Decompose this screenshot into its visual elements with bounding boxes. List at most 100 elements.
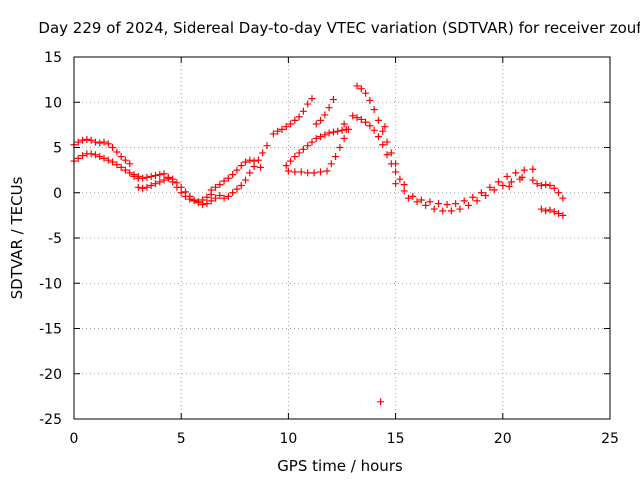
data-point [229,189,237,197]
data-point [344,125,352,133]
series-arc-late [529,176,567,202]
data-point [87,150,95,158]
data-point [349,112,357,120]
series-arc-late-lower [537,205,567,219]
series-arc-midday-upper [269,95,337,138]
data-point [379,127,387,135]
data-point [121,166,129,174]
data-point [317,168,325,176]
data-point [381,123,389,131]
data-point [181,188,189,196]
data-point [357,115,365,123]
data-point [224,192,232,200]
data-point [529,165,537,173]
series-arc-evening-lower [404,175,524,215]
data-point [284,167,292,175]
data-point [87,136,95,144]
y-tick-label: -25 [39,412,62,428]
series-arc-afternoon-peak [353,82,400,168]
data-point [139,174,147,182]
data-point [477,189,485,197]
x-tick-label: 10 [279,431,297,447]
x-tick-label: 20 [494,431,512,447]
data-point [340,134,348,142]
data-point [387,160,395,168]
data-point [495,178,503,186]
data-point [409,192,417,200]
data-point [334,127,342,135]
series-arc-evening-main [392,165,537,209]
data-point [338,126,346,134]
series-arc-lower-early [70,150,142,180]
x-tick-label: 0 [70,431,79,447]
x-tick-label: 25 [601,431,619,447]
data-point [392,168,400,176]
data-point [321,131,329,139]
data-point [113,148,121,156]
data-point [83,135,91,143]
y-tick-label: -5 [48,231,62,247]
data-point [366,96,374,104]
data-point [246,169,254,177]
data-point [387,149,395,157]
data-point [291,153,299,161]
data-point [460,197,468,205]
data-point [417,196,425,204]
data-point [357,85,365,93]
data-point [291,168,299,176]
data-point [207,186,215,194]
data-point [550,184,558,192]
data-point [156,178,164,186]
series-arc-dip-early [134,174,224,209]
data-point [443,201,451,209]
series-arc-upper-early [70,135,134,168]
data-point [329,128,337,136]
data-point [259,149,267,157]
data-point [379,141,387,149]
data-point [295,149,303,157]
data-point [505,182,513,190]
series-arc-midday-lower [282,125,350,170]
grid-lines [74,57,610,419]
data-point [400,187,408,195]
data-point [164,174,172,182]
data-point [91,138,99,146]
data-point [126,169,134,177]
data-point [542,181,550,189]
data-point [109,158,117,166]
data-point [325,104,333,112]
data-point [160,176,168,184]
data-point [242,176,250,184]
data-point [374,116,382,124]
data-point [96,139,104,147]
y-tick-label: 5 [53,141,62,157]
data-point [79,152,87,160]
data-point [434,200,442,208]
data-point [400,181,408,189]
data-point [304,100,312,108]
data-point [308,95,316,103]
data-point [203,193,211,201]
data-point [299,145,307,153]
data-point [143,173,151,181]
data-point [559,194,567,202]
data-point [332,153,340,161]
axes: 0 5 10 15 20 25 15 10 5 0 -5 -10 -15 -20 -25 [39,50,619,447]
data-point [439,207,447,215]
data-points [70,82,567,406]
data-point [392,180,400,188]
data-point [220,177,228,185]
data-point [323,167,331,175]
data-point [304,142,312,150]
data-point [282,162,290,170]
data-point [177,183,185,191]
data-point [310,169,318,177]
data-point [278,125,286,133]
data-point [109,144,117,151]
data-point [518,173,526,181]
data-point [464,201,472,209]
data-point [353,82,361,90]
data-point [287,120,295,128]
